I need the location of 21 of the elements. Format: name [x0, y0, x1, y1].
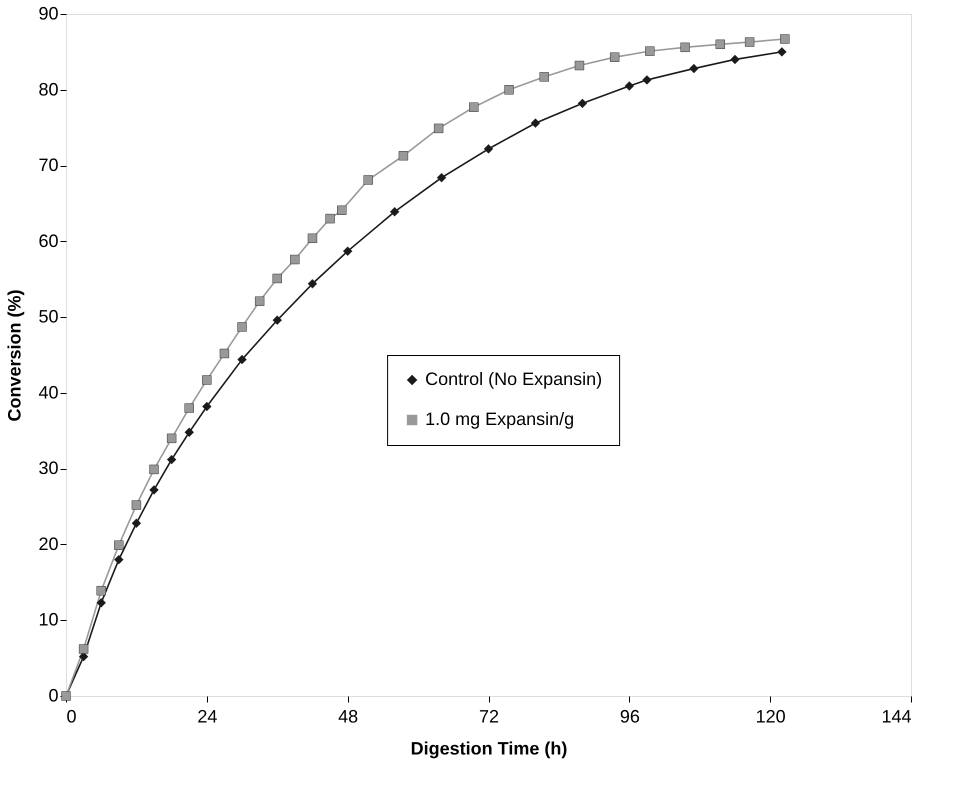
y-tick-label: 20 — [38, 534, 58, 554]
y-tick-label: 90 — [38, 4, 58, 24]
y-tick-label: 10 — [38, 610, 58, 630]
y-tick-label: 0 — [48, 686, 58, 706]
y-tick-label: 40 — [38, 382, 58, 402]
x-tick-label: 24 — [197, 706, 218, 726]
x-tick-label: 48 — [338, 706, 358, 726]
x-tick-label: 72 — [478, 706, 500, 726]
y-axis-title: Conversion (%) — [4, 289, 24, 422]
x-tick-label: 144 — [881, 706, 912, 726]
x-tick-label: 120 — [756, 706, 786, 726]
y-tick-label: 30 — [38, 458, 58, 478]
legend-label: 1.0 mg Expansin/g — [425, 409, 574, 429]
y-tick-label: 70 — [38, 155, 58, 176]
x-axis-title: Digestion Time (h) — [410, 738, 568, 758]
y-tick-label: 60 — [38, 230, 58, 251]
x-tick-label: 96 — [620, 706, 640, 726]
y-tick-label: 50 — [38, 306, 58, 327]
x-tick-label: 0 — [66, 706, 77, 726]
legend-label: Control (No Expansin) — [425, 369, 602, 389]
y-tick-label: 80 — [38, 79, 58, 100]
